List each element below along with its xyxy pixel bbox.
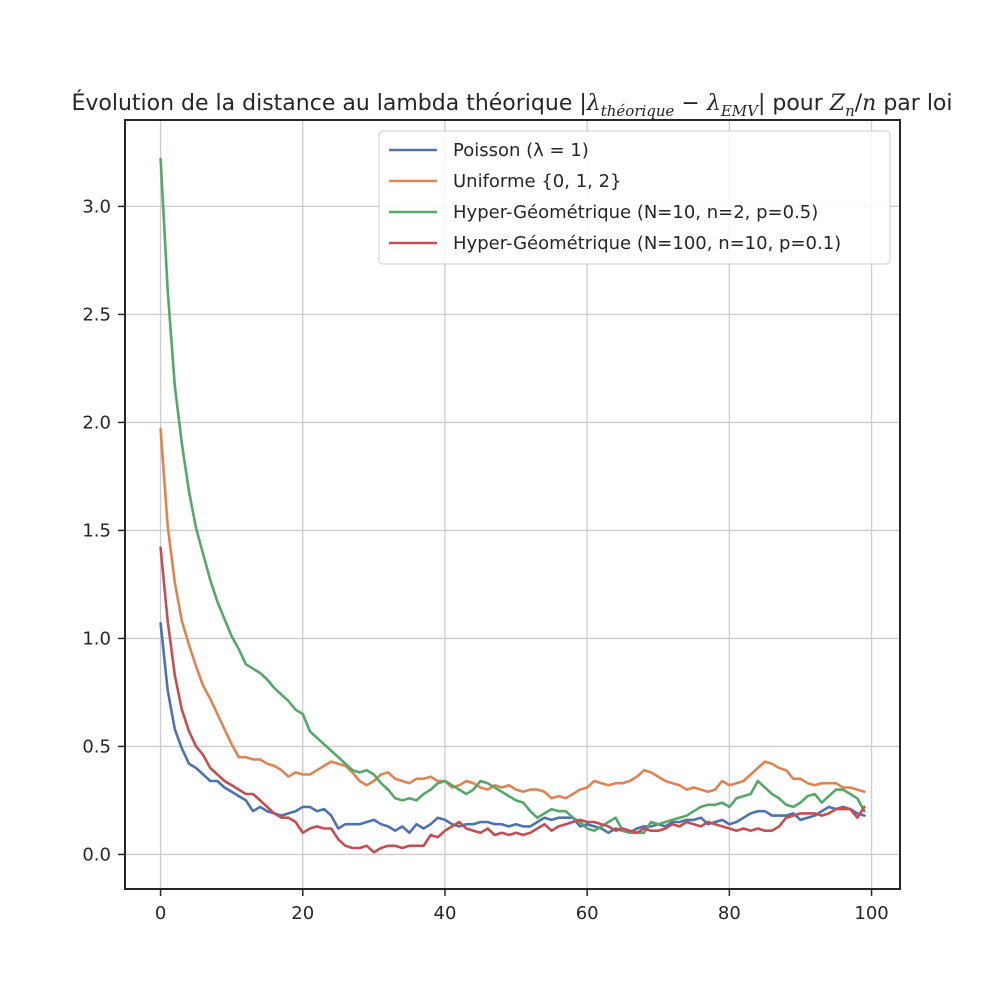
legend-box: [378, 130, 891, 265]
x-tick-label: 100: [854, 903, 888, 924]
y-tick-label: 2.0: [82, 412, 111, 433]
x-tick-label: 80: [718, 903, 741, 924]
series-lines: [159, 157, 866, 854]
y-tick-label: 0.0: [82, 844, 111, 865]
series-line-2: [159, 427, 866, 800]
legend: Poisson (λ = 1) Uniforme {0, 1, 2} Hyper-G…: [378, 130, 891, 265]
x-tick-label: 40: [434, 903, 457, 924]
plot-frame: [124, 119, 901, 890]
axis-ticks: 0 20 40 60 80 100 0.0 0.5 1.0 1.5 2.0 2.5 3.0: [82, 196, 888, 924]
legend-label-3: Hyper-Géométrique (N=10, n=2, p=0.5): [453, 202, 818, 223]
y-tick-label: 2.5: [82, 304, 111, 325]
series-line-3: [159, 157, 866, 835]
y-tick-label: 0.5: [82, 736, 111, 757]
y-tick-label: 1.0: [82, 628, 111, 649]
y-tick-label: 1.5: [82, 520, 111, 541]
legend-label-1: Poisson (λ = 1): [453, 140, 589, 161]
x-tick-label: 60: [576, 903, 599, 924]
legend-label-2: Uniforme {0, 1, 2}: [453, 171, 622, 192]
y-tick-label: 3.0: [82, 196, 111, 217]
chart-title: Évolution de la distance au lambda théor…: [71, 90, 952, 120]
x-tick-label: 20: [291, 903, 314, 924]
x-tick-label: 0: [155, 903, 166, 924]
series-line-4: [159, 546, 866, 854]
legend-label-4: Hyper-Géométrique (N=100, n=10, p=0.1): [453, 233, 841, 254]
